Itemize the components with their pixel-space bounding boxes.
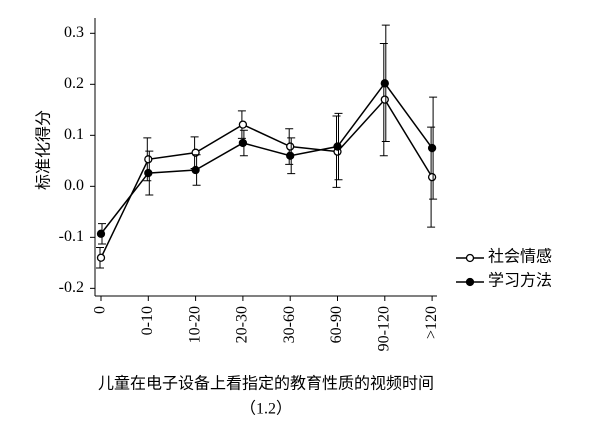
x-tick-label: 0 — [92, 306, 109, 314]
legend-label: 社会情感 — [488, 248, 552, 266]
x-tick-label: >120 — [423, 306, 440, 339]
legend-label: 学习方法 — [488, 272, 552, 290]
data-point — [144, 155, 153, 164]
y-tick-label: -0.1 — [59, 228, 84, 245]
data-point — [427, 172, 437, 182]
x-tick-label: 30-60 — [281, 306, 298, 343]
y-axis-title: 标准化得分 — [35, 110, 53, 190]
x-axis-title: 儿童在电子设备上看指定的教育性质的视频时间 — [98, 374, 434, 393]
data-point — [286, 142, 295, 151]
x-tick-label: 0-10 — [139, 306, 156, 335]
y-tick-label: -0.2 — [59, 279, 84, 296]
y-tick-label: 0.3 — [64, 24, 84, 41]
series-line — [100, 82, 433, 235]
data-point — [380, 95, 389, 104]
data-point — [286, 151, 295, 160]
x-tick-label: 60-90 — [328, 306, 345, 343]
y-tick-label: 0.1 — [64, 126, 84, 143]
data-point — [96, 229, 106, 238]
legend-marker — [465, 253, 475, 263]
series-line — [100, 98, 433, 259]
data-point — [238, 120, 248, 129]
caption: （1.2） — [240, 400, 292, 418]
data-point — [380, 79, 389, 88]
y-tick-label: 0.2 — [64, 75, 84, 92]
data-point — [96, 253, 106, 262]
x-tick-label: 10-20 — [186, 306, 203, 343]
legend-marker — [465, 277, 475, 287]
x-tick-label: 20-30 — [234, 306, 251, 343]
data-point — [238, 138, 248, 148]
y-tick-label: 0.0 — [64, 177, 84, 194]
data-point — [191, 165, 200, 175]
data-point — [333, 142, 342, 151]
data-point — [427, 143, 437, 153]
x-tick-label: 90-120 — [375, 306, 392, 351]
data-point — [144, 168, 153, 178]
